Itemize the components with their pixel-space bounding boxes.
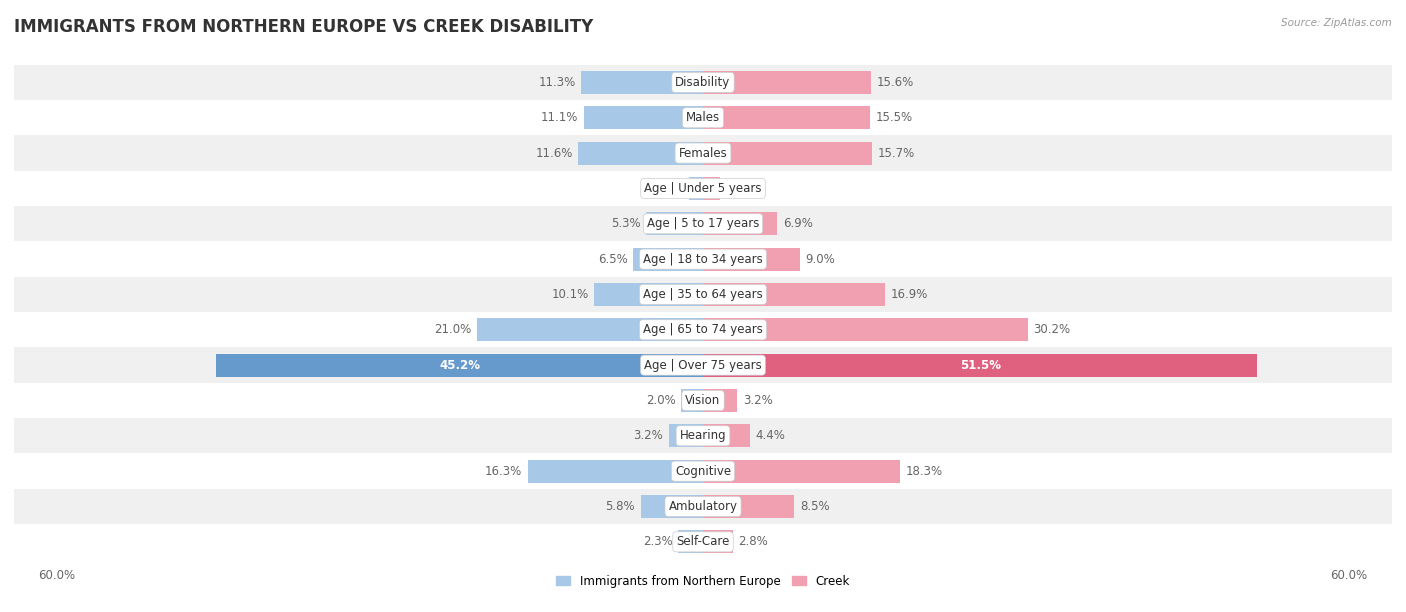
Text: 2.0%: 2.0% <box>647 394 676 407</box>
Bar <box>703 460 900 483</box>
Bar <box>703 424 751 447</box>
Text: 1.6%: 1.6% <box>725 182 755 195</box>
Bar <box>3 277 1403 312</box>
Bar <box>595 283 703 306</box>
Text: 16.9%: 16.9% <box>890 288 928 301</box>
Text: 6.5%: 6.5% <box>598 253 627 266</box>
Bar <box>3 100 1403 135</box>
Bar <box>581 71 703 94</box>
Bar <box>703 531 733 553</box>
Bar <box>703 141 872 165</box>
Text: 30.2%: 30.2% <box>1033 323 1070 336</box>
Bar <box>633 248 703 271</box>
Bar <box>3 135 1403 171</box>
Text: Age | 5 to 17 years: Age | 5 to 17 years <box>647 217 759 230</box>
Text: 15.7%: 15.7% <box>877 147 915 160</box>
Text: 4.4%: 4.4% <box>756 429 786 442</box>
Bar <box>3 65 1403 100</box>
Text: Females: Females <box>679 147 727 160</box>
Text: 15.6%: 15.6% <box>876 76 914 89</box>
Bar <box>3 453 1403 489</box>
Bar <box>703 177 720 200</box>
Text: 6.9%: 6.9% <box>783 217 813 230</box>
Bar <box>689 177 703 200</box>
Bar <box>703 106 870 129</box>
Text: 15.5%: 15.5% <box>875 111 912 124</box>
Text: 1.3%: 1.3% <box>654 182 683 195</box>
Text: 9.0%: 9.0% <box>806 253 835 266</box>
Text: 18.3%: 18.3% <box>905 465 942 477</box>
Text: Hearing: Hearing <box>679 429 727 442</box>
Text: Cognitive: Cognitive <box>675 465 731 477</box>
Bar <box>669 424 703 447</box>
Text: 8.5%: 8.5% <box>800 500 830 513</box>
Bar <box>3 382 1403 418</box>
Legend: Immigrants from Northern Europe, Creek: Immigrants from Northern Europe, Creek <box>551 570 855 592</box>
Bar <box>527 460 703 483</box>
Text: Age | 65 to 74 years: Age | 65 to 74 years <box>643 323 763 336</box>
Bar <box>703 389 738 412</box>
Bar <box>3 418 1403 453</box>
Bar <box>703 283 884 306</box>
Text: Source: ZipAtlas.com: Source: ZipAtlas.com <box>1281 18 1392 28</box>
Bar <box>703 318 1028 341</box>
Text: 5.8%: 5.8% <box>606 500 636 513</box>
Bar <box>583 106 703 129</box>
Bar <box>3 171 1403 206</box>
Text: 11.6%: 11.6% <box>536 147 572 160</box>
Text: Vision: Vision <box>685 394 721 407</box>
Bar <box>641 495 703 518</box>
Bar <box>3 348 1403 382</box>
Text: Age | 35 to 64 years: Age | 35 to 64 years <box>643 288 763 301</box>
Text: 3.2%: 3.2% <box>742 394 772 407</box>
Text: 51.5%: 51.5% <box>960 359 1001 371</box>
Text: Males: Males <box>686 111 720 124</box>
Text: 16.3%: 16.3% <box>485 465 522 477</box>
Bar <box>678 531 703 553</box>
Text: 45.2%: 45.2% <box>439 359 481 371</box>
Text: Age | Under 5 years: Age | Under 5 years <box>644 182 762 195</box>
Text: Ambulatory: Ambulatory <box>668 500 738 513</box>
Text: Self-Care: Self-Care <box>676 536 730 548</box>
Bar <box>682 389 703 412</box>
Text: Age | Over 75 years: Age | Over 75 years <box>644 359 762 371</box>
Bar <box>3 206 1403 242</box>
Text: 2.3%: 2.3% <box>643 536 673 548</box>
Text: IMMIGRANTS FROM NORTHERN EUROPE VS CREEK DISABILITY: IMMIGRANTS FROM NORTHERN EUROPE VS CREEK… <box>14 18 593 36</box>
Bar <box>3 489 1403 524</box>
Bar <box>3 312 1403 348</box>
Bar <box>3 524 1403 559</box>
Bar <box>703 71 870 94</box>
Bar <box>645 212 703 235</box>
Text: 10.1%: 10.1% <box>551 288 589 301</box>
Text: 2.8%: 2.8% <box>738 536 768 548</box>
Text: 21.0%: 21.0% <box>434 323 471 336</box>
Text: 3.2%: 3.2% <box>634 429 664 442</box>
Bar <box>578 141 703 165</box>
Text: 11.1%: 11.1% <box>541 111 578 124</box>
Text: 11.3%: 11.3% <box>538 76 576 89</box>
Bar <box>703 212 778 235</box>
Bar <box>217 354 703 376</box>
Bar <box>3 242 1403 277</box>
Bar <box>703 495 794 518</box>
Bar <box>477 318 703 341</box>
Text: Disability: Disability <box>675 76 731 89</box>
Text: 5.3%: 5.3% <box>612 217 641 230</box>
Text: Age | 18 to 34 years: Age | 18 to 34 years <box>643 253 763 266</box>
Bar <box>703 248 800 271</box>
Bar <box>703 354 1257 376</box>
